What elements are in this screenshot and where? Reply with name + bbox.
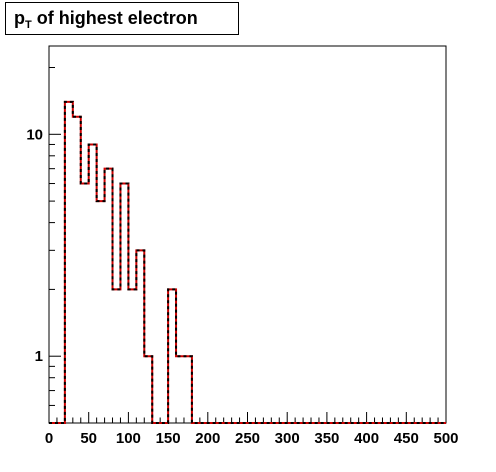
histogram-bin	[176, 356, 184, 423]
histogram-bin	[136, 250, 144, 423]
axis-labels: 0 50 100 150 200 250 300 350 400 450 500 1 10	[26, 126, 458, 447]
histogram-bin	[81, 184, 89, 423]
histogram-bin	[128, 289, 136, 423]
histogram-bin	[89, 144, 97, 423]
histogram-bin	[168, 289, 176, 423]
histogram-bin	[113, 289, 121, 423]
histogram-bin	[97, 201, 105, 423]
y-tick-label: 10	[26, 126, 43, 143]
histogram-bin	[65, 102, 73, 423]
title-rest: of highest electron	[31, 8, 198, 28]
x-tick-label: 300	[275, 430, 300, 447]
histogram-bin	[105, 169, 113, 423]
x-tick-label: 250	[235, 430, 260, 447]
y-tick-label: 1	[35, 348, 43, 365]
histogram-bin	[120, 184, 128, 423]
x-tick-label: 500	[433, 430, 458, 447]
x-tick-label: 0	[45, 430, 53, 447]
axis-ticks	[48, 67, 447, 424]
chart-title: pT of highest electron	[5, 2, 239, 35]
title-subscript: T	[25, 19, 32, 31]
histogram-series	[49, 100, 446, 424]
x-tick-label: 350	[314, 430, 339, 447]
x-tick-label: 400	[354, 430, 379, 447]
x-tick-label: 150	[156, 430, 181, 447]
x-tick-label: 50	[80, 430, 97, 447]
histogram-bin	[144, 356, 152, 423]
title-p: p	[14, 8, 25, 28]
x-tick-label: 450	[394, 430, 419, 447]
histogram-bin	[184, 356, 192, 423]
histogram-series-line-2	[49, 100, 446, 424]
histogram-bin	[73, 117, 81, 423]
x-tick-label: 200	[195, 430, 220, 447]
x-tick-label: 100	[116, 430, 141, 447]
